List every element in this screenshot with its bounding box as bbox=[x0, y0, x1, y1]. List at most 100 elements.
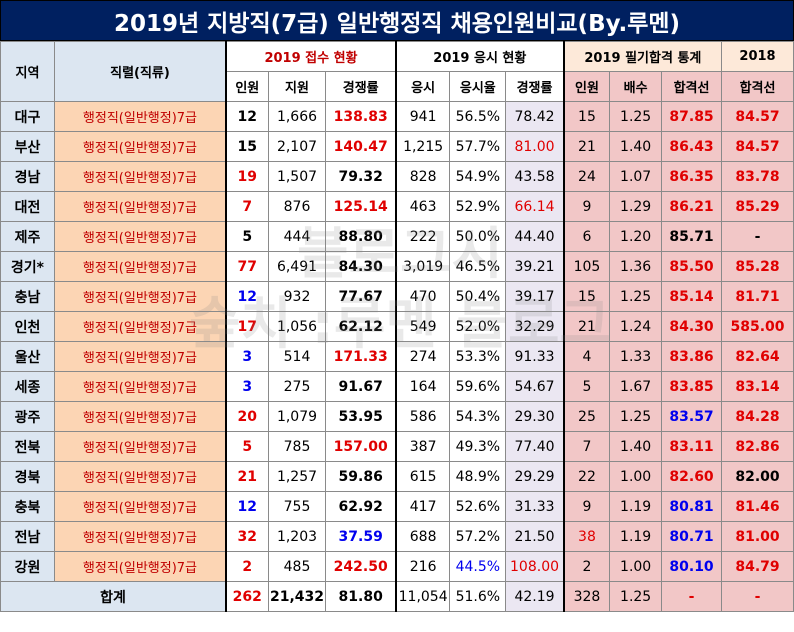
header-2018-group: 2018 bbox=[721, 41, 794, 72]
cell-pass: 4 bbox=[562, 341, 611, 372]
cell-ecomp: 43.58 bbox=[505, 161, 565, 192]
total-row: 합계 262 21,432 81.80 11,054 51.6% 42.19 3… bbox=[0, 581, 794, 612]
cell-rate: 52.9% bbox=[449, 191, 507, 222]
cell-hire: 2 bbox=[225, 551, 269, 582]
total-pass: 328 bbox=[562, 581, 611, 612]
cell-ecomp: 31.33 bbox=[505, 491, 565, 522]
cell-pass: 9 bbox=[562, 191, 611, 222]
cell-rate: 59.6% bbox=[449, 371, 507, 402]
cell-cut: 83.57 bbox=[661, 401, 723, 432]
cell-hire: 7 bbox=[225, 191, 269, 222]
cell-comp: 79.32 bbox=[325, 161, 397, 192]
cell-pass: 2 bbox=[562, 551, 611, 582]
cell-pass: 21 bbox=[562, 131, 611, 162]
cell-pass: 5 bbox=[562, 371, 611, 402]
cell-cut: 82.60 bbox=[661, 461, 723, 492]
cell-exam: 1,215 bbox=[394, 131, 451, 162]
cell-pass: 24 bbox=[562, 161, 611, 192]
cell-mult: 1.33 bbox=[609, 341, 663, 372]
cell-mult: 1.24 bbox=[609, 311, 663, 342]
cell-comp: 62.12 bbox=[325, 311, 397, 342]
cell-cut18: 81.46 bbox=[721, 491, 794, 522]
header-exam-group: 2019 응시 현황 bbox=[394, 41, 565, 72]
cell-region: 제주 bbox=[0, 221, 55, 252]
cell-hire: 3 bbox=[225, 341, 269, 372]
cell-pass: 22 bbox=[562, 461, 611, 492]
cell-cut: 87.85 bbox=[661, 101, 723, 132]
cell-apply: 876 bbox=[267, 191, 327, 222]
table-row: 세종 행정직(일반행정)7급 3 275 91.67 164 59.6% 54.67 5 1.67… bbox=[0, 371, 794, 402]
cell-rate: 52.6% bbox=[449, 491, 507, 522]
cell-region: 울산 bbox=[0, 341, 55, 372]
cell-exam: 387 bbox=[394, 431, 451, 462]
cell-region: 강원 bbox=[0, 551, 55, 582]
cell-job: 행정직(일반행정)7급 bbox=[53, 161, 227, 192]
table-row: 광주 행정직(일반행정)7급 20 1,079 53.95 586 54.3% 29.30 25… bbox=[0, 401, 794, 432]
cell-job: 행정직(일반행정)7급 bbox=[53, 521, 227, 552]
cell-cut: 83.11 bbox=[661, 431, 723, 462]
table-row: 경기* 행정직(일반행정)7급 77 6,491 84.30 3,019 46.5% 39.2… bbox=[0, 251, 794, 282]
cell-comp: 125.14 bbox=[325, 191, 397, 222]
cell-region: 대전 bbox=[0, 191, 55, 222]
cell-comp: 53.95 bbox=[325, 401, 397, 432]
cell-rate: 54.9% bbox=[449, 161, 507, 192]
cell-exam: 615 bbox=[394, 461, 451, 492]
cell-mult: 1.25 bbox=[609, 401, 663, 432]
cell-comp: 84.30 bbox=[325, 251, 397, 282]
cell-exam: 463 bbox=[394, 191, 451, 222]
cell-ecomp: 78.42 bbox=[505, 101, 565, 132]
header-region: 지역 bbox=[0, 41, 55, 102]
cell-apply: 932 bbox=[267, 281, 327, 312]
table-row: 울산 행정직(일반행정)7급 3 514 171.33 274 53.3% 91.33 4 1.3… bbox=[0, 341, 794, 372]
total-apply: 21,432 bbox=[267, 581, 327, 612]
cell-cut: 85.71 bbox=[661, 221, 723, 252]
cell-cut18: 83.78 bbox=[721, 161, 794, 192]
cell-rate: 44.5% bbox=[449, 551, 507, 582]
cell-cut18: 585.00 bbox=[721, 311, 794, 342]
cell-mult: 1.00 bbox=[609, 551, 663, 582]
cell-hire: 12 bbox=[225, 491, 269, 522]
header-job: 직렬(직류) bbox=[53, 41, 227, 102]
cell-mult: 1.07 bbox=[609, 161, 663, 192]
cell-cut18: 85.28 bbox=[721, 251, 794, 282]
cell-cut18: 82.00 bbox=[721, 461, 794, 492]
cell-ecomp: 44.40 bbox=[505, 221, 565, 252]
cell-apply: 1,079 bbox=[267, 401, 327, 432]
subheader: 합격선 bbox=[661, 71, 723, 102]
cell-hire: 19 bbox=[225, 161, 269, 192]
cell-comp: 62.92 bbox=[325, 491, 397, 522]
cell-comp: 171.33 bbox=[325, 341, 397, 372]
table-row: 충북 행정직(일반행정)7급 12 755 62.92 417 52.6% 31.33 9 1.1… bbox=[0, 491, 794, 522]
cell-mult: 1.00 bbox=[609, 461, 663, 492]
table-row: 경남 행정직(일반행정)7급 19 1,507 79.32 828 54.9% 43.58 24… bbox=[0, 161, 794, 192]
cell-region: 부산 bbox=[0, 131, 55, 162]
cell-exam: 216 bbox=[394, 551, 451, 582]
total-label: 합계 bbox=[0, 581, 227, 612]
total-cut18: - bbox=[721, 581, 794, 612]
cell-cut18: 82.86 bbox=[721, 431, 794, 462]
cell-exam: 688 bbox=[394, 521, 451, 552]
cell-ecomp: 66.14 bbox=[505, 191, 565, 222]
cell-rate: 57.7% bbox=[449, 131, 507, 162]
cell-region: 경북 bbox=[0, 461, 55, 492]
cell-job: 행정직(일반행정)7급 bbox=[53, 281, 227, 312]
table-row: 충남 행정직(일반행정)7급 12 932 77.67 470 50.4% 39.17 15 1.… bbox=[0, 281, 794, 312]
cell-hire: 21 bbox=[225, 461, 269, 492]
cell-apply: 1,203 bbox=[267, 521, 327, 552]
table-row: 대전 행정직(일반행정)7급 7 876 125.14 463 52.9% 66.14 9 1.2… bbox=[0, 191, 794, 222]
cell-pass: 6 bbox=[562, 221, 611, 252]
total-cut: - bbox=[661, 581, 723, 612]
subheader: 합격선 bbox=[721, 71, 794, 102]
cell-pass: 105 bbox=[562, 251, 611, 282]
cell-rate: 46.5% bbox=[449, 251, 507, 282]
cell-rate: 52.0% bbox=[449, 311, 507, 342]
cell-hire: 12 bbox=[225, 281, 269, 312]
cell-cut: 85.14 bbox=[661, 281, 723, 312]
cell-job: 행정직(일반행정)7급 bbox=[53, 371, 227, 402]
cell-pass: 9 bbox=[562, 491, 611, 522]
cell-ecomp: 54.67 bbox=[505, 371, 565, 402]
cell-cut18: 83.14 bbox=[721, 371, 794, 402]
header-apply-group: 2019 접수 현황 bbox=[225, 41, 397, 72]
cell-region: 전남 bbox=[0, 521, 55, 552]
cell-cut: 86.43 bbox=[661, 131, 723, 162]
